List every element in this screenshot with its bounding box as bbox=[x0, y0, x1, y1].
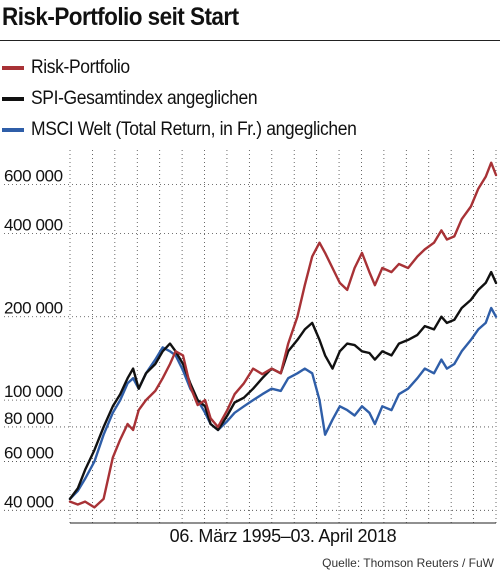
series-lines bbox=[68, 161, 498, 509]
period-label: 06. März 1995–03. April 2018 bbox=[170, 526, 397, 546]
legend-swatch-msci bbox=[2, 127, 24, 132]
y-tick-label: 60 000 bbox=[4, 444, 54, 463]
y-tick-labels: 40 000 60 000 80 000 100 000 200 000 400 000 6… bbox=[4, 167, 63, 512]
y-tick-label: 200 000 bbox=[4, 299, 63, 318]
y-tick-label: 100 000 bbox=[4, 382, 63, 401]
series-line-risk-portfolio bbox=[68, 161, 498, 509]
y-tick-label: 400 000 bbox=[4, 215, 63, 234]
title-divider bbox=[0, 40, 500, 41]
y-tick-label: 40 000 bbox=[4, 492, 54, 511]
plot-frame bbox=[70, 150, 496, 523]
legend-swatch-spi bbox=[2, 96, 24, 101]
y-tick-label: 600 000 bbox=[4, 167, 63, 186]
legend-swatch-risk-portfolio bbox=[2, 65, 24, 70]
legend-label-spi: SPI-Gesamtindex angeglichen bbox=[31, 87, 258, 109]
legend-item-msci: MSCI Welt (Total Return, in Fr.) angegli… bbox=[2, 114, 385, 145]
chart-title: Risk-Portfolio seit Start bbox=[2, 3, 239, 31]
legend-label-risk-portfolio: Risk-Portfolio bbox=[31, 56, 130, 78]
source-note: Quelle: Thomson Reuters / FuW bbox=[322, 556, 494, 570]
legend: Risk-Portfolio SPI-Gesamtindex angeglich… bbox=[2, 52, 385, 145]
legend-item-spi: SPI-Gesamtindex angeglichen bbox=[2, 83, 385, 114]
series-line-spi bbox=[68, 270, 498, 501]
legend-item-risk-portfolio: Risk-Portfolio bbox=[2, 52, 385, 83]
legend-label-msci: MSCI Welt (Total Return, in Fr.) angegli… bbox=[31, 118, 357, 140]
y-tick-label: 80 000 bbox=[4, 409, 54, 428]
